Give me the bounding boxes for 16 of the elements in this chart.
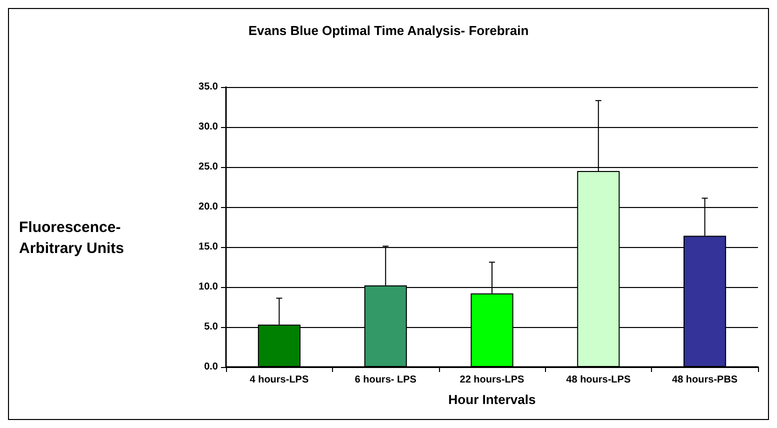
y-tick-label: 30.0 xyxy=(198,122,218,132)
y-tick-label: 20.0 xyxy=(198,202,218,212)
x-tick-label: 22 hours-LPS xyxy=(460,374,525,386)
y-tick-label: 35.0 xyxy=(198,82,218,92)
x-axis-title: Hour Intervals xyxy=(448,392,536,407)
chart-title: Evans Blue Optimal Time Analysis- Forebrain xyxy=(248,23,529,38)
x-tick-label: 48 hours-PBS xyxy=(672,374,738,386)
y-tick-label: 10.0 xyxy=(198,282,218,292)
x-tick-label: 6 hours- LPS xyxy=(354,374,417,386)
y-tick-label: 15.0 xyxy=(198,242,218,252)
y-axis-title: Fluorescence- Arbitrary Units xyxy=(19,219,125,257)
x-tick-label: 48 hours-LPS xyxy=(566,374,631,386)
y-tick-label: 25.0 xyxy=(198,162,218,172)
x-tick-label: 4 hours-LPS xyxy=(250,374,309,386)
y-tick-label: 5.0 xyxy=(204,322,218,332)
y-tick-label: 0.0 xyxy=(204,362,218,372)
